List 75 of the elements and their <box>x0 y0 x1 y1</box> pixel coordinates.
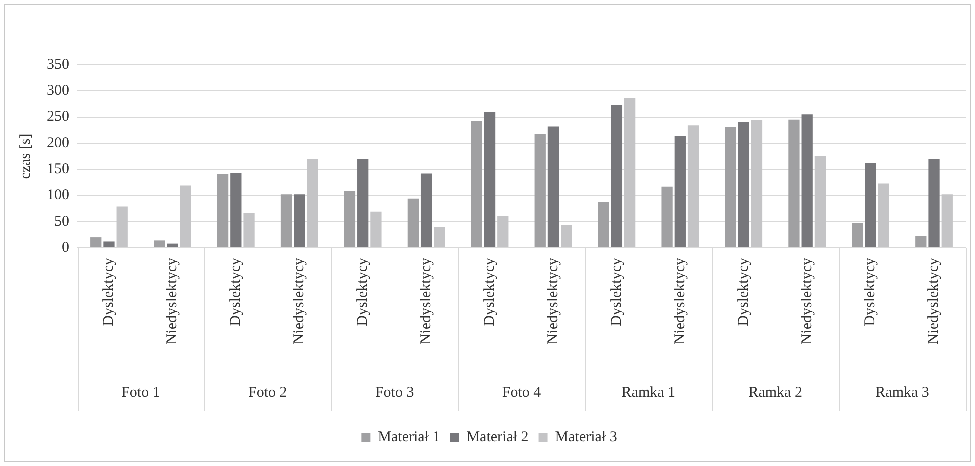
y-tick-label: 50 <box>54 214 70 230</box>
y-tick-label: 200 <box>47 135 70 152</box>
legend-label: Materiał 3 <box>555 429 618 446</box>
y-tick-label: 350 <box>47 56 70 73</box>
bar <box>534 134 546 248</box>
bar <box>611 105 623 248</box>
bar <box>852 223 864 248</box>
bar <box>420 174 432 248</box>
bar <box>434 227 446 248</box>
x-tick-label: Dyslektycy <box>862 258 879 326</box>
bar <box>662 186 673 248</box>
bar <box>498 216 509 248</box>
bar <box>942 194 953 248</box>
x-tick-label: Niedyslektycy <box>799 258 816 345</box>
text: Foto 3 <box>375 384 414 401</box>
bar <box>674 136 686 248</box>
bar <box>294 194 306 248</box>
bar <box>751 120 763 248</box>
bar <box>916 236 927 248</box>
x-tick-label: Dyslektycy <box>101 258 118 326</box>
y-axis-title: czas [s] <box>18 134 34 180</box>
bar <box>928 159 940 248</box>
x-tick-label: Niedyslektycy <box>164 258 181 345</box>
text: Foto 2 <box>248 384 288 401</box>
text: Ramka 3 <box>876 384 930 401</box>
text: Foto 1 <box>122 384 160 401</box>
bar <box>217 174 229 248</box>
x-tick-label: Dyslektycy <box>228 258 244 326</box>
text: Foto 4 <box>502 384 542 401</box>
bar <box>370 212 382 248</box>
bar <box>154 240 166 248</box>
bar <box>788 120 800 248</box>
bar <box>408 198 420 248</box>
bar <box>116 206 128 248</box>
bar <box>814 156 826 248</box>
y-tick-label: 100 <box>47 188 70 204</box>
y-tick-label: 250 <box>47 109 70 126</box>
x-tick-label: Niedyslektycy <box>926 258 942 345</box>
bar <box>738 122 750 248</box>
x-tick-label: Niedyslektycy <box>672 258 688 345</box>
text: Ramka 2 <box>748 384 802 401</box>
bar <box>688 126 700 248</box>
x-tick-label: Dyslektycy <box>736 258 752 326</box>
x-tick-label: Niedyslektycy <box>545 258 562 345</box>
bar <box>180 186 192 248</box>
bar <box>598 202 610 248</box>
bar <box>725 127 736 248</box>
bar <box>484 112 496 248</box>
bar <box>624 98 636 248</box>
bar <box>280 194 292 248</box>
bar <box>471 120 482 248</box>
y-tick-label: 150 <box>47 162 70 178</box>
bar <box>344 192 356 248</box>
x-tick-label: Niedyslektycy <box>292 258 308 345</box>
bar <box>230 173 242 248</box>
x-tick-label: Dyslektycy <box>355 258 372 326</box>
bar <box>307 159 318 248</box>
legend-label: Materiał 1 <box>378 429 440 446</box>
bar <box>358 159 369 248</box>
bar <box>244 213 255 248</box>
y-tick-label: 0 <box>62 240 70 256</box>
y-tick-label: 300 <box>47 83 70 100</box>
bar <box>90 238 102 248</box>
bar <box>561 224 572 248</box>
bar <box>802 114 813 248</box>
x-tick-label: Niedyslektycy <box>418 258 434 345</box>
bar <box>548 126 560 248</box>
text: Ramka 1 <box>622 384 676 401</box>
bar <box>865 163 876 248</box>
x-tick-label: Dyslektycy <box>482 258 498 326</box>
bar <box>167 244 178 248</box>
x-tick-label: Dyslektycy <box>608 258 625 326</box>
bar <box>878 184 890 248</box>
bar <box>104 242 115 248</box>
legend-label: Materiał 2 <box>466 429 529 446</box>
